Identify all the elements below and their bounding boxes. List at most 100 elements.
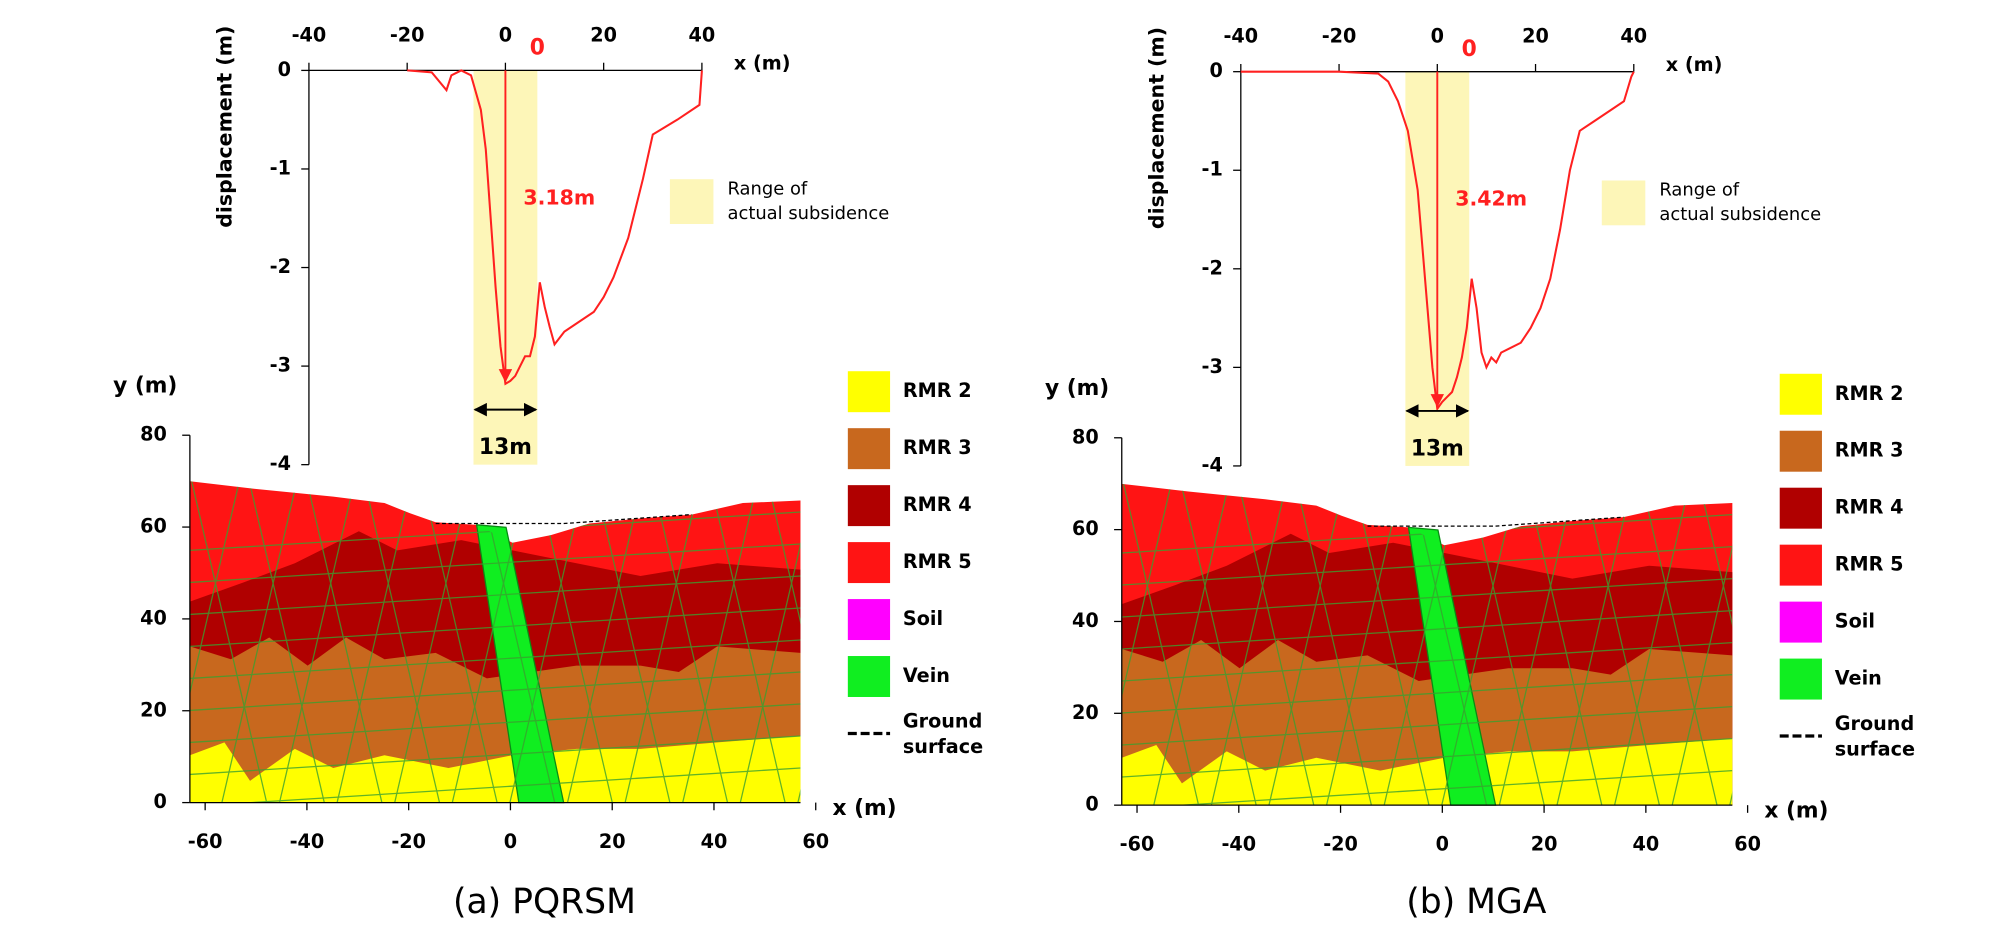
legend-swatch bbox=[1779, 430, 1822, 472]
x-tick-label: 20 bbox=[1531, 832, 1558, 855]
legend-swatch bbox=[847, 656, 891, 697]
x-tick-label: -40 bbox=[1221, 832, 1256, 855]
displacement-chart: -40 -20 0 20 40 0 -1 -2 -3 -4 x (m) displacement (m… bbox=[1145, 25, 1822, 477]
legend-label: Soil bbox=[1835, 610, 1875, 633]
y-tick-label: -1 bbox=[1202, 158, 1223, 181]
y-tick-label: 0 bbox=[1210, 59, 1223, 82]
mesh-line bbox=[1293, 483, 1372, 806]
ground-surface bbox=[1367, 516, 1624, 527]
legend-swatch bbox=[1779, 373, 1822, 415]
mesh-line bbox=[1268, 483, 1347, 806]
mesh-line bbox=[1524, 483, 1603, 806]
y-tick-label: -4 bbox=[270, 452, 291, 475]
band-legend-label: Range of bbox=[1659, 180, 1739, 201]
legend-label: RMR 2 bbox=[903, 379, 972, 402]
legend-label: RMR 4 bbox=[1835, 496, 1904, 519]
x-axis-label: x (m) bbox=[734, 52, 791, 75]
mesh-line bbox=[304, 481, 383, 803]
y-axis-label: displacement (m) bbox=[213, 26, 237, 228]
x-tick-label: 60 bbox=[802, 830, 829, 853]
mesh-line bbox=[189, 703, 801, 744]
legend-swatch bbox=[1779, 658, 1822, 700]
legend-swatch bbox=[1779, 544, 1822, 586]
legend-swatch bbox=[847, 542, 891, 584]
mesh-line bbox=[189, 575, 801, 616]
legend-swatch bbox=[1779, 487, 1822, 529]
mesh-line bbox=[1121, 641, 1733, 682]
y-axis-label: y (m) bbox=[113, 374, 177, 399]
mesh-line bbox=[765, 481, 801, 803]
mesh-line bbox=[1121, 769, 1733, 806]
y-tick-label: 40 bbox=[140, 606, 167, 629]
y-tick-label: 40 bbox=[1072, 609, 1099, 632]
mesh-line bbox=[1351, 483, 1430, 806]
zero-label: 0 bbox=[1462, 37, 1477, 62]
legend-label: surface bbox=[1835, 738, 1915, 761]
mesh-line bbox=[1121, 737, 1733, 778]
legend-label: RMR 5 bbox=[903, 550, 972, 573]
displacement-line bbox=[1240, 70, 1635, 412]
mesh-line bbox=[189, 639, 801, 680]
mesh-line bbox=[189, 607, 801, 648]
legend-swatch bbox=[847, 371, 891, 413]
legend-label: RMR 3 bbox=[903, 436, 972, 459]
mesh-line bbox=[509, 481, 588, 803]
geological-section: -60 -40 -20 0 20 40 60 0 20 40 60 80 x (m) y (m) RMR 2… bbox=[1045, 373, 1915, 922]
x-axis-label: x (m) bbox=[1764, 799, 1828, 824]
legend-swatch bbox=[847, 428, 891, 470]
y-axis-label: y (m) bbox=[1045, 376, 1109, 401]
y-tick-label: 80 bbox=[140, 423, 167, 446]
y-tick-label: 80 bbox=[1072, 425, 1099, 448]
mesh-line bbox=[707, 481, 786, 803]
x-tick-label: 0 bbox=[1431, 25, 1444, 48]
mesh-line bbox=[1121, 483, 1174, 806]
mesh-line bbox=[592, 481, 671, 803]
y-tick-label: 20 bbox=[140, 698, 167, 721]
mesh-line bbox=[739, 481, 801, 803]
band-legend-swatch bbox=[1601, 180, 1646, 226]
band-legend-swatch bbox=[669, 179, 714, 225]
y-tick-label: 0 bbox=[1085, 793, 1098, 816]
rmr2-layer bbox=[189, 736, 801, 803]
x-tick-label: -20 bbox=[1323, 832, 1358, 855]
x-tick-label: 60 bbox=[1734, 832, 1761, 855]
peak-label: 3.18m bbox=[523, 185, 595, 209]
x-tick-label: 40 bbox=[1632, 832, 1659, 855]
x-tick-label: 0 bbox=[499, 23, 512, 46]
mesh-line bbox=[1498, 483, 1577, 806]
mesh-line bbox=[419, 481, 498, 803]
legend-swatch bbox=[1779, 601, 1822, 643]
mesh-line bbox=[278, 481, 357, 803]
y-tick-label: -4 bbox=[1202, 453, 1223, 476]
mesh-line bbox=[1178, 483, 1257, 806]
width-label: 13m bbox=[1411, 436, 1464, 461]
mesh-line bbox=[682, 481, 761, 803]
x-tick-label: 20 bbox=[590, 23, 617, 46]
mesh-line bbox=[1153, 483, 1232, 806]
x-tick-label: -60 bbox=[1120, 832, 1155, 855]
mesh-line bbox=[1121, 483, 1200, 806]
mesh-line bbox=[1671, 483, 1733, 806]
caption: (b) MGA bbox=[1406, 882, 1546, 922]
y-tick-label: 60 bbox=[1072, 517, 1099, 540]
mesh-line bbox=[1121, 545, 1733, 586]
mesh-line bbox=[189, 481, 268, 803]
mesh-line bbox=[1697, 483, 1733, 806]
y-tick-label: -2 bbox=[270, 255, 291, 278]
x-tick-label: -40 bbox=[290, 830, 325, 853]
y-tick-label: 0 bbox=[278, 58, 291, 81]
mesh-line bbox=[1121, 577, 1733, 618]
legend-label: Vein bbox=[1835, 667, 1882, 690]
mesh-line bbox=[1236, 483, 1315, 806]
mesh-line bbox=[189, 481, 242, 803]
width-label: 13m bbox=[479, 435, 532, 460]
x-tick-label: -20 bbox=[391, 830, 426, 853]
mesh-line bbox=[394, 481, 473, 803]
peak-label: 3.42m bbox=[1455, 187, 1527, 211]
x-tick-label: 40 bbox=[701, 830, 728, 853]
mesh-line bbox=[246, 481, 325, 803]
x-tick-label: -20 bbox=[1322, 25, 1357, 48]
y-tick-label: -1 bbox=[270, 156, 291, 179]
